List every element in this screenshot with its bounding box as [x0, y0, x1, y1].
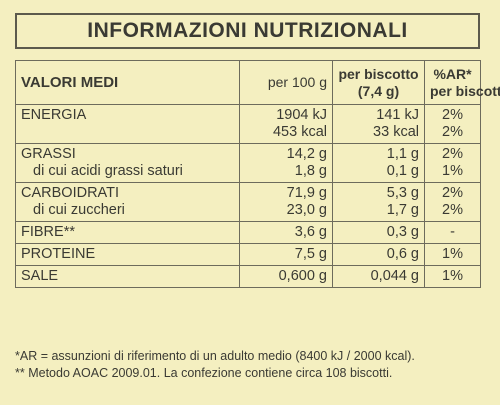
table-row: SALE 0,600 g 0,044 g 1% [15, 265, 481, 288]
table-header-row: VALORI MEDI per 100 g per biscotto (7,4 … [15, 60, 500, 105]
row-label: FIBRE** [15, 221, 240, 244]
row-value-biscuit: 0,3 g [332, 221, 425, 244]
header-per-biscuit-line1: per biscotto [338, 65, 419, 82]
value-line: 5,3 g [386, 185, 419, 201]
header-ar-line2: per biscotto [430, 82, 500, 99]
value-line: 71,9 g [286, 185, 327, 201]
value-line: 2% [442, 202, 463, 218]
row-value-biscuit: 0,6 g [332, 243, 425, 266]
table-row: PROTEINE 7,5 g 0,6 g 1% [15, 243, 481, 266]
row-value-ar: 2% 2% [424, 104, 481, 144]
row-value-ar: 2% 1% [424, 143, 481, 183]
nutrition-panel: INFORMAZIONI NUTRIZIONALI VALORI MEDI pe… [5, 5, 500, 400]
table-row: CARBOIDRATI di cui zuccheri 71,9 g 23,0 … [15, 182, 481, 222]
value-line: 2% [442, 185, 463, 201]
value-line: 1904 kJ [276, 107, 327, 123]
header-label: VALORI MEDI [15, 60, 240, 105]
header-ar-line1: %AR* [433, 65, 472, 82]
value-line: 1% [442, 163, 463, 179]
row-value-ar: 1% [424, 243, 481, 266]
value-line: 33 kcal [373, 124, 419, 140]
footnote-method: ** Metodo AOAC 2009.01. La confezione co… [15, 366, 393, 380]
row-value-biscuit: 5,3 g 1,7 g [332, 182, 425, 222]
row-label-main: ENERGIA [21, 107, 87, 123]
value-line: 1,7 g [386, 202, 419, 218]
header-per-100g: per 100 g [239, 60, 333, 105]
row-value-ar: 1% [424, 265, 481, 288]
row-value-100g: 1904 kJ 453 kcal [239, 104, 333, 144]
row-label-main: CARBOIDRATI [21, 185, 120, 201]
row-label-sub: di cui zuccheri [33, 202, 125, 218]
header-per-biscuit: per biscotto (7,4 g) [332, 60, 425, 105]
value-line: 23,0 g [286, 202, 327, 218]
row-label: GRASSI di cui acidi grassi saturi [15, 143, 240, 183]
value-line: 1,1 g [386, 146, 419, 162]
value-line: 2% [442, 146, 463, 162]
table-row: FIBRE** 3,6 g 0,3 g - [15, 221, 481, 244]
value-line: 453 kcal [272, 124, 327, 140]
row-value-100g: 71,9 g 23,0 g [239, 182, 333, 222]
value-line: 0,1 g [386, 163, 419, 179]
row-value-100g: 14,2 g 1,8 g [239, 143, 333, 183]
footnotes: *AR = assunzioni di riferimento di un ad… [15, 348, 490, 382]
row-value-biscuit: 0,044 g [332, 265, 425, 288]
row-label-main: GRASSI [21, 146, 76, 162]
row-label: CARBOIDRATI di cui zuccheri [15, 182, 240, 222]
row-label: PROTEINE [15, 243, 240, 266]
header-ar-percent: %AR* per biscotto [424, 60, 500, 105]
row-value-ar: - [424, 221, 481, 244]
value-line: 2% [442, 107, 463, 123]
value-line: 2% [442, 124, 463, 140]
row-label: ENERGIA [15, 104, 240, 144]
header-per-biscuit-line2: (7,4 g) [357, 82, 400, 99]
row-value-100g: 3,6 g [239, 221, 333, 244]
value-line: 1,8 g [294, 163, 327, 179]
table-row: GRASSI di cui acidi grassi saturi 14,2 g… [15, 143, 481, 183]
nutrition-title: INFORMAZIONI NUTRIZIONALI [15, 13, 480, 49]
footnote-ar: *AR = assunzioni di riferimento di un ad… [15, 349, 415, 363]
row-value-100g: 0,600 g [239, 265, 333, 288]
row-value-ar: 2% 2% [424, 182, 481, 222]
value-line: 141 kJ [376, 107, 419, 123]
row-value-100g: 7,5 g [239, 243, 333, 266]
table-row: ENERGIA 1904 kJ 453 kcal 141 kJ 33 kcal … [15, 104, 481, 144]
row-value-biscuit: 141 kJ 33 kcal [332, 104, 425, 144]
row-value-biscuit: 1,1 g 0,1 g [332, 143, 425, 183]
row-label: SALE [15, 265, 240, 288]
row-label-sub: di cui acidi grassi saturi [33, 163, 183, 179]
nutrition-table: VALORI MEDI per 100 g per biscotto (7,4 … [15, 60, 500, 288]
value-line: 14,2 g [286, 146, 327, 162]
